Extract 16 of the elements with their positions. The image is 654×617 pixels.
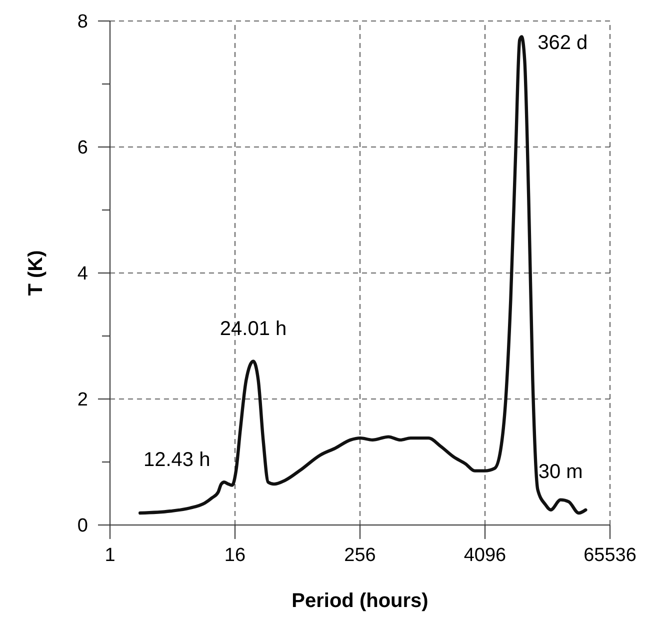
annotation: 362 d: [538, 32, 588, 54]
x-tick-label: 16: [224, 545, 246, 566]
y-tick-label: 8: [77, 12, 88, 33]
x-tick-label: 65536: [584, 545, 636, 566]
x-tick-label: 256: [344, 545, 376, 566]
y-tick-label: 4: [77, 264, 88, 285]
annotation: 24.01 h: [220, 318, 287, 340]
y-tick-label: 0: [77, 516, 88, 537]
x-axis-title: Period (hours): [292, 590, 428, 612]
y-tick-label: 2: [77, 390, 88, 411]
x-tick-label: 1: [104, 545, 116, 566]
x-tick-label: 4096: [464, 545, 506, 566]
y-axis-title: T (K): [25, 250, 47, 296]
annotation: 12.43 h: [143, 449, 210, 472]
y-tick-label: 6: [77, 138, 88, 159]
annotation: 30 m: [538, 460, 583, 483]
